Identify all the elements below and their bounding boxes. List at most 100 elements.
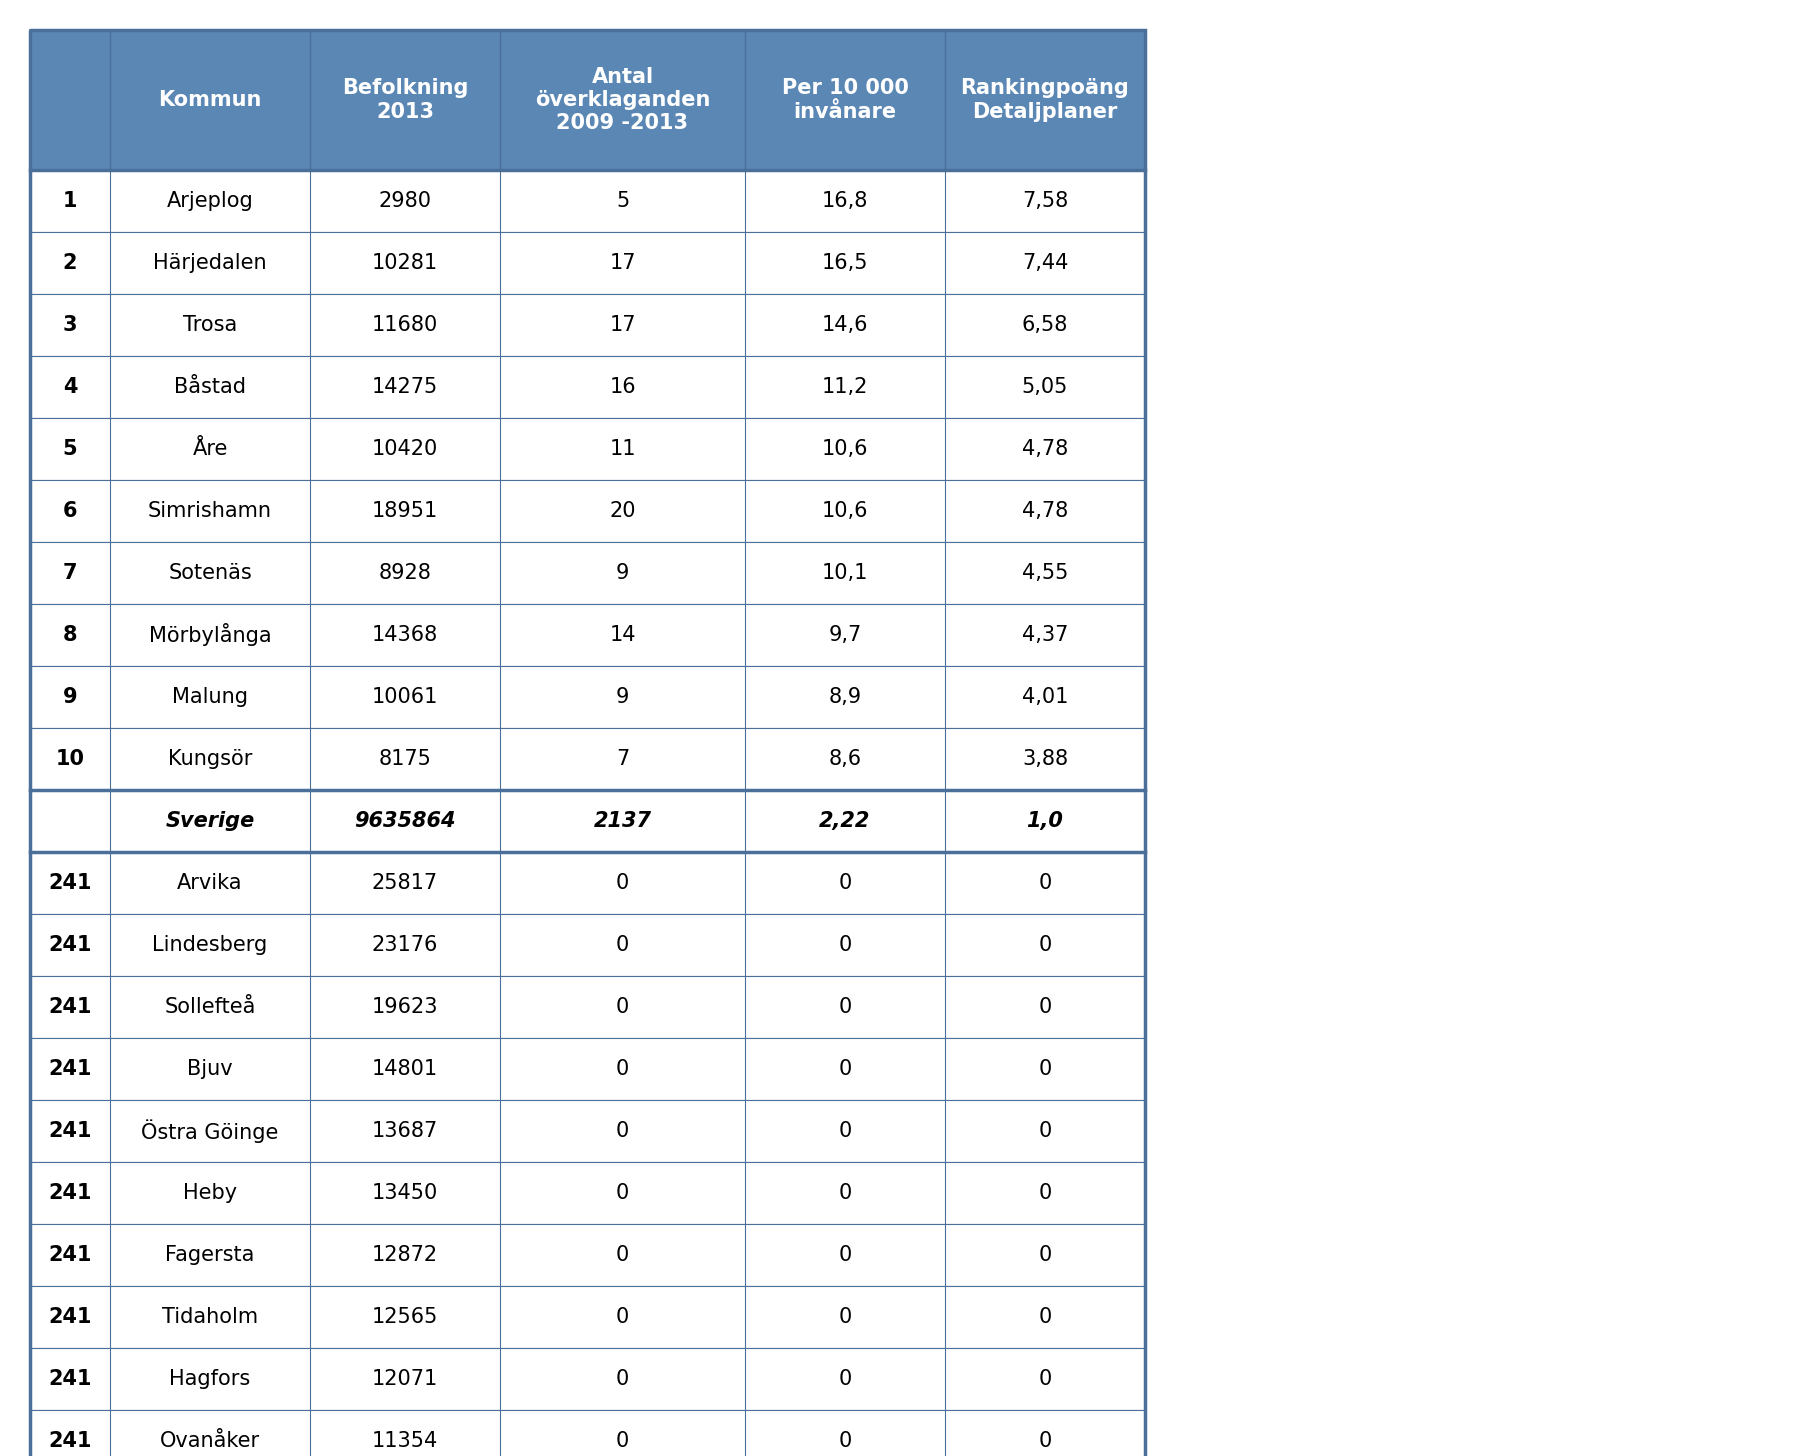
Text: 241: 241 (49, 997, 93, 1016)
Text: Kungsör: Kungsör (169, 748, 252, 769)
Text: Bjuv: Bjuv (187, 1059, 232, 1079)
Text: Antal
överklaganden
2009 -2013: Antal överklaganden 2009 -2013 (535, 67, 711, 132)
Text: 4,01: 4,01 (1021, 687, 1068, 708)
Text: Tidaholm: Tidaholm (161, 1307, 258, 1326)
Text: 10281: 10281 (372, 253, 437, 272)
Text: 9635864: 9635864 (354, 811, 455, 831)
Bar (31, 294, 1145, 357)
Text: 7: 7 (63, 563, 78, 582)
Text: 0: 0 (838, 935, 851, 955)
Text: 9,7: 9,7 (829, 625, 862, 645)
Text: 4: 4 (63, 377, 78, 397)
Text: Åre: Åre (192, 440, 229, 459)
Text: 241: 241 (49, 935, 93, 955)
Text: 12071: 12071 (372, 1369, 439, 1389)
Text: 0: 0 (838, 1307, 851, 1326)
Bar (31, 976, 1145, 1038)
Text: 19623: 19623 (372, 997, 439, 1016)
Text: Östra Göinge: Östra Göinge (141, 1120, 279, 1143)
Text: 4,78: 4,78 (1021, 440, 1068, 459)
Text: 0: 0 (838, 997, 851, 1016)
Text: 10,6: 10,6 (822, 440, 869, 459)
Bar (31, 1348, 1145, 1409)
Text: 10420: 10420 (372, 440, 439, 459)
Text: 8928: 8928 (379, 563, 432, 582)
Text: 7,58: 7,58 (1021, 191, 1068, 211)
Text: 11680: 11680 (372, 314, 439, 335)
Text: 8,6: 8,6 (829, 748, 862, 769)
Text: Sverige: Sverige (165, 811, 254, 831)
Text: 0: 0 (838, 1182, 851, 1203)
Text: 0: 0 (838, 1245, 851, 1265)
Text: 11,2: 11,2 (822, 377, 869, 397)
Text: 0: 0 (838, 1121, 851, 1142)
Text: 8175: 8175 (379, 748, 432, 769)
Bar (31, 31, 1145, 1456)
Text: 12872: 12872 (372, 1245, 437, 1265)
Text: 0: 0 (617, 1121, 629, 1142)
Text: 241: 241 (49, 1307, 93, 1326)
Text: 10: 10 (56, 748, 85, 769)
Text: Befolkning
2013: Befolkning 2013 (341, 79, 468, 122)
Text: 14801: 14801 (372, 1059, 437, 1079)
Text: 14368: 14368 (372, 625, 439, 645)
Text: Arvika: Arvika (178, 874, 243, 893)
Text: 16: 16 (610, 377, 637, 397)
Text: 1: 1 (63, 191, 78, 211)
Bar (31, 852, 1145, 914)
Text: 8,9: 8,9 (829, 687, 862, 708)
Text: 241: 241 (49, 1245, 93, 1265)
Text: Per 10 000
invånare: Per 10 000 invånare (782, 79, 909, 122)
Text: 6,58: 6,58 (1021, 314, 1068, 335)
Bar (31, 480, 1145, 542)
Text: 12565: 12565 (372, 1307, 439, 1326)
Text: 241: 241 (49, 1121, 93, 1142)
Text: Hagfors: Hagfors (169, 1369, 250, 1389)
Bar (31, 914, 1145, 976)
Text: Rankingpoäng
Detaljplaner: Rankingpoäng Detaljplaner (961, 79, 1130, 122)
Text: Sotenäs: Sotenäs (169, 563, 252, 582)
Text: 13687: 13687 (372, 1121, 439, 1142)
Text: 0: 0 (1038, 1182, 1052, 1203)
Bar (31, 31, 1145, 170)
Text: 8: 8 (63, 625, 78, 645)
Text: 4,37: 4,37 (1021, 625, 1068, 645)
Bar (31, 170, 1145, 232)
Text: 0: 0 (1038, 1121, 1052, 1142)
Text: Ovanåker: Ovanåker (160, 1431, 259, 1452)
Text: 0: 0 (617, 997, 629, 1016)
Text: 7,44: 7,44 (1021, 253, 1068, 272)
Text: 5: 5 (617, 191, 629, 211)
Text: Lindesberg: Lindesberg (152, 935, 268, 955)
Text: 10061: 10061 (372, 687, 439, 708)
Text: Härjedalen: Härjedalen (152, 253, 267, 272)
Bar (31, 1099, 1145, 1162)
Text: 20: 20 (610, 501, 635, 521)
Text: 0: 0 (1038, 1431, 1052, 1452)
Text: 17: 17 (610, 314, 635, 335)
Text: 0: 0 (1038, 935, 1052, 955)
Bar (31, 791, 1145, 852)
Text: 0: 0 (838, 874, 851, 893)
Text: 9: 9 (615, 563, 629, 582)
Bar (31, 1286, 1145, 1348)
Text: 10,6: 10,6 (822, 501, 869, 521)
Text: 14: 14 (610, 625, 635, 645)
Text: Malung: Malung (172, 687, 249, 708)
Text: 5: 5 (63, 440, 78, 459)
Text: 241: 241 (49, 1059, 93, 1079)
Text: Båstad: Båstad (174, 377, 247, 397)
Text: 0: 0 (1038, 874, 1052, 893)
Text: 0: 0 (617, 874, 629, 893)
Text: 4,78: 4,78 (1021, 501, 1068, 521)
Text: 2: 2 (63, 253, 78, 272)
Text: 5,05: 5,05 (1021, 377, 1068, 397)
Text: 0: 0 (617, 1431, 629, 1452)
Text: 9: 9 (615, 687, 629, 708)
Text: 0: 0 (617, 1182, 629, 1203)
Bar (31, 357, 1145, 418)
Text: 23176: 23176 (372, 935, 439, 955)
Text: 14,6: 14,6 (822, 314, 869, 335)
Text: 3: 3 (63, 314, 78, 335)
Text: 0: 0 (617, 1307, 629, 1326)
